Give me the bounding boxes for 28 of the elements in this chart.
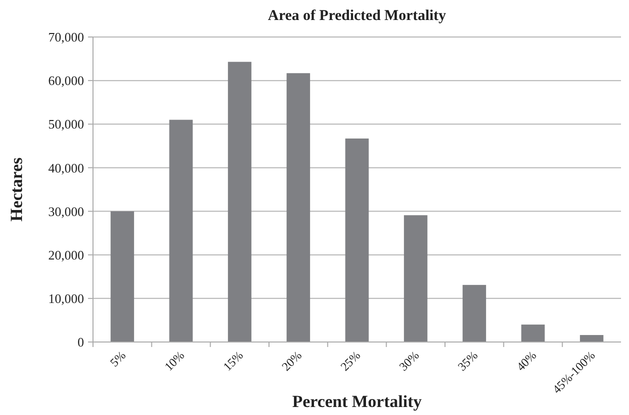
y-tick-label: 50,000 (48, 116, 84, 132)
bar (110, 211, 134, 342)
chart-title: Area of Predicted Mortality (268, 8, 447, 24)
bar (169, 120, 193, 342)
x-tick-label: 10% (162, 348, 188, 374)
bar (404, 215, 428, 342)
bar (286, 73, 310, 342)
y-tick-label: 40,000 (48, 160, 84, 176)
y-tick-label: 10,000 (48, 290, 84, 306)
x-tick-label: 35% (455, 348, 480, 374)
bar (462, 284, 486, 342)
y-tick-label: 20,000 (48, 247, 84, 262)
x-tick-label: 5% (107, 348, 128, 370)
y-tick-label: 70,000 (48, 30, 84, 45)
x-tick-label: 30% (396, 348, 422, 374)
bar (580, 335, 604, 342)
y-tick-label: 30,000 (48, 204, 84, 219)
x-axis-title: Percent Mortality (292, 392, 422, 411)
x-tick-label: 20% (279, 348, 304, 374)
x-tick-label: 15% (220, 348, 246, 374)
x-tick-label: 40% (514, 348, 540, 374)
bar (228, 62, 252, 342)
bar (345, 138, 369, 342)
bar (521, 324, 545, 342)
x-tick-label: 25% (338, 348, 364, 374)
y-tick-label: 0 (78, 334, 84, 350)
y-tick-label: 60,000 (48, 73, 84, 88)
y-axis-title: Hectares (7, 157, 26, 222)
